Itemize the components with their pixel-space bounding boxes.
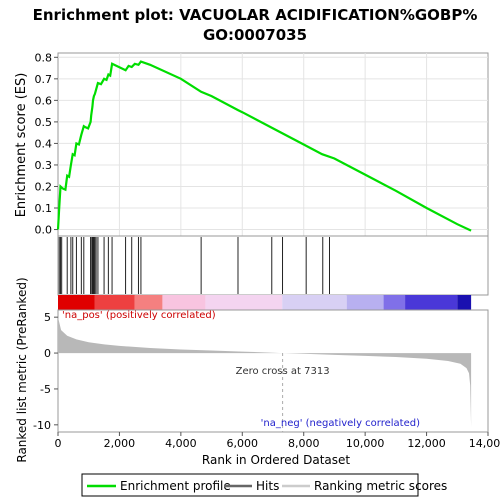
gradient-segment: [205, 295, 283, 310]
metric-y-label: Ranked list metric (PreRanked): [15, 277, 29, 462]
metric-tick-label: -10: [33, 419, 51, 432]
gradient-segment: [134, 295, 163, 310]
es-tick-label: 0.8: [35, 51, 53, 64]
es-tick-label: 0.2: [35, 180, 53, 193]
hits-panel: [57, 235, 489, 296]
gradient-segment: [162, 295, 206, 310]
metric-tick-label: -5: [40, 383, 51, 396]
x-tick-label: 8,000: [288, 437, 320, 450]
pos-correlated-label: 'na_pos' (positively correlated): [62, 310, 216, 321]
gradient-segment: [457, 295, 472, 310]
gradient-segment: [346, 295, 384, 310]
metric-tick-label: 0: [44, 347, 51, 360]
gradient-segment: [405, 295, 458, 310]
gradient-segment: [282, 295, 347, 310]
zero-cross-label: Zero cross at 7313: [236, 366, 330, 377]
es-tick-label: 0.3: [35, 159, 53, 172]
gradient-segment: [94, 295, 135, 310]
chart-title: Enrichment plot: VACUOLAR ACIDIFICATION%…: [33, 6, 478, 24]
es-tick-label: 0.5: [35, 116, 53, 129]
x-axis-label: Rank in Ordered Dataset: [202, 453, 350, 467]
x-tick-label: 14,000: [469, 437, 500, 450]
enrichment-profile-line: [56, 60, 472, 232]
chart-subtitle: GO:0007035: [203, 26, 307, 44]
es-y-axis: 0.0 0.1 0.2 0.3 0.4 0.5 0.6 0.7 0.8: [35, 51, 58, 237]
neg-correlated-label: 'na_neg' (negatively correlated): [261, 418, 420, 429]
legend-metric-label: Ranking metric scores: [314, 479, 447, 493]
gradient-segment: [383, 295, 406, 310]
es-tick-label: 0.0: [35, 224, 53, 237]
x-tick-label: 6,000: [227, 437, 259, 450]
metric-y-axis: 5 0 -5 -10: [33, 311, 58, 432]
x-axis: 0 2,000 4,000 6,000 8,000 10,000 12,000 14,000: [55, 432, 500, 450]
es-tick-label: 0.7: [35, 73, 53, 86]
es-y-label: Enrichment score (ES): [14, 73, 29, 218]
es-tick-label: 0.6: [35, 94, 53, 107]
es-tick-label: 0.1: [35, 202, 53, 215]
es-tick-label: 0.4: [35, 137, 53, 150]
ranking-gradient-bar: [58, 295, 472, 310]
legend-hits-label: Hits: [256, 479, 279, 493]
gradient-segment: [58, 295, 95, 310]
metric-tick-label: 5: [44, 311, 51, 324]
x-tick-label: 0: [55, 437, 62, 450]
es-panel: [57, 52, 489, 237]
x-tick-label: 2,000: [104, 437, 136, 450]
x-tick-label: 10,000: [346, 437, 385, 450]
legend-enrichment-label: Enrichment profile: [120, 479, 231, 493]
metric-panel: [57, 309, 489, 433]
x-tick-label: 12,000: [407, 437, 446, 450]
x-tick-label: 4,000: [165, 437, 197, 450]
hit-markers: [58, 237, 331, 294]
